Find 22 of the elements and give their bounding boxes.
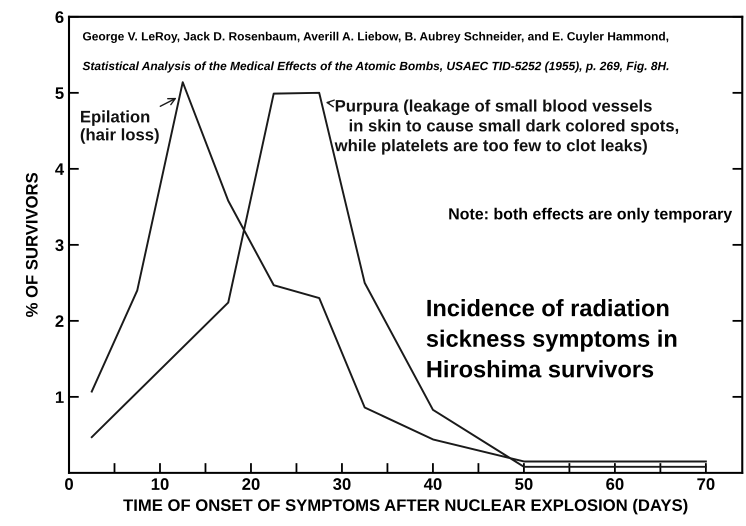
x-tick-label: 10: [152, 478, 169, 490]
annotation: George V. LeRoy, Jack D. Rosenbaum, Averill A. Liebow, B. Aubrey Schneider, and E. Cuyler Hammond,: [82, 32, 668, 43]
text: Incidence of radiation sickness symptoms in Hiroshima survivors: [426, 299, 676, 378]
x-tick-label: 70: [697, 478, 714, 490]
annotation: Note: both effects are only temporary: [449, 208, 732, 223]
x-tick-label: 0: [65, 478, 73, 490]
annotation: Statistical Analysis of the Medical Effects of the Atomic Bombs, USAEC TID-5252 (1955), p. 269, Fig. 8H.: [82, 61, 668, 73]
x-tick-label: 50: [515, 478, 532, 490]
y-tick-label: 6: [55, 11, 64, 24]
legend-label: Epilation (hair loss): [80, 110, 159, 144]
y-axis-title: % OF SURVIVORS: [26, 172, 38, 317]
x-tick-label: 30: [333, 478, 351, 490]
y-tick-label: 3: [55, 239, 64, 252]
x-tick-label: 60: [606, 478, 624, 490]
y-tick-label: 1: [56, 391, 64, 403]
x-tick-label: 40: [424, 478, 442, 490]
y-tick-label: 5: [55, 87, 64, 100]
x-tick-label: 20: [242, 478, 260, 490]
x-axis-title: TIME OF ONSET OF SYMPTOMS AFTER NUCLEAR EXPLOSION (DAYS): [123, 498, 688, 514]
y-tick-label: 4: [55, 163, 64, 175]
y-tick-label: 2: [55, 315, 64, 327]
legend-label: Purpura (leakage of small blood vessels in skin to cause small dark colored spots, while platelets are too few to clot leaks): [334, 99, 678, 155]
